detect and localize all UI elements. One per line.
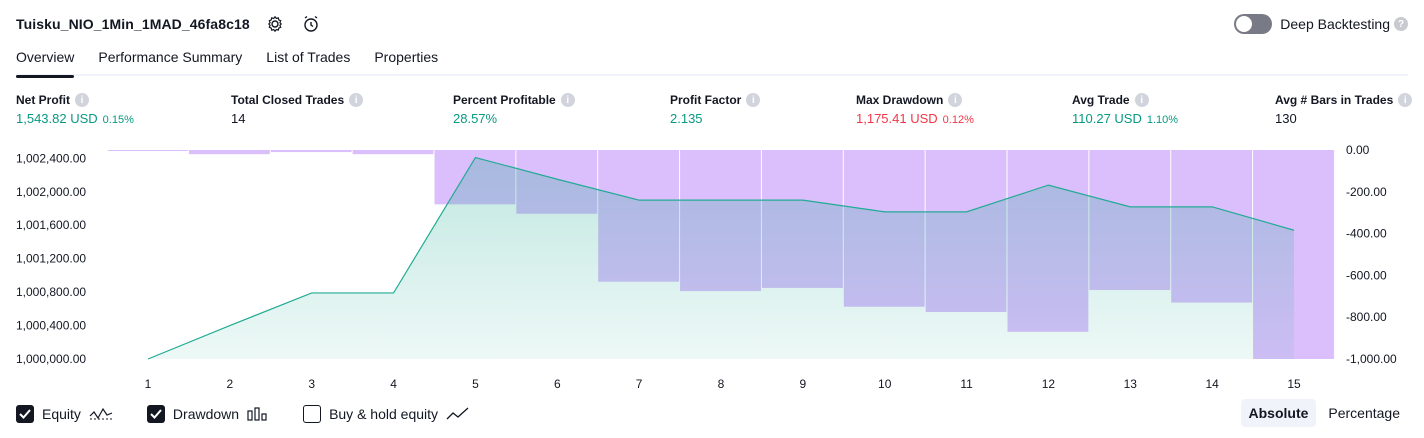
drawdown-bar — [352, 150, 434, 155]
trend-line-icon — [446, 407, 470, 421]
metric-value: 14 — [231, 111, 246, 126]
metric-percent: 1.10% — [1146, 114, 1179, 126]
x-axis-tick-label: 1 — [145, 377, 152, 391]
right-axis-tick-label: -200.00 — [1346, 185, 1387, 199]
tab-properties[interactable]: Properties — [374, 49, 439, 65]
chart-legend: Equity Drawdown Buy & hold equity — [16, 404, 504, 424]
legend-label: Drawdown — [172, 406, 240, 422]
left-axis-tick-label: 1,001,600.00 — [16, 218, 86, 232]
tab-overview[interactable]: Overview — [16, 44, 75, 78]
toggle-knob — [1236, 16, 1253, 32]
strategy-title: Tuisku_NIO_1Min_1MAD_46fa8c18 — [16, 16, 250, 32]
info-icon[interactable]: i — [1134, 93, 1149, 107]
right-axis-tick-label: -800.00 — [1346, 310, 1387, 324]
metric-value: 1,543.82 USD — [16, 111, 98, 126]
drawdown-bars-icon — [247, 407, 269, 421]
metric-value: 130 — [1275, 111, 1297, 126]
legend-equity[interactable]: Equity — [16, 405, 113, 423]
alarm-clock-icon[interactable] — [300, 13, 322, 35]
x-axis-tick-label: 5 — [472, 377, 479, 391]
metric-label: Profit Factor — [670, 93, 742, 107]
x-axis-tick-label: 13 — [1124, 377, 1138, 391]
strategy-header: Tuisku_NIO_1Min_1MAD_46fa8c18 — [16, 12, 322, 36]
left-axis-tick-label: 1,002,400.00 — [16, 151, 86, 165]
x-axis-tick-label: 7 — [636, 377, 643, 391]
left-axis-tick-label: 1,000,400.00 — [16, 319, 86, 333]
metric-avg-bars-in-trades: Avg # Bars in Trades i 130 — [1275, 93, 1413, 126]
metric-label: Max Drawdown — [856, 93, 944, 107]
metric-label: Percent Profitable — [453, 93, 556, 107]
x-axis-tick-label: 4 — [390, 377, 397, 391]
metric-label: Total Closed Trades — [231, 93, 345, 107]
info-icon[interactable]: i — [746, 93, 761, 107]
metric-total-closed-trades: Total Closed Trades i 14 — [231, 93, 364, 126]
right-axis-tick-label: -1,000.00 — [1346, 352, 1397, 366]
metric-label: Avg # Bars in Trades — [1275, 93, 1394, 107]
left-axis-tick-label: 1,000,800.00 — [16, 285, 86, 299]
metric-net-profit: Net Profit i 1,543.82 USD 0.15% — [16, 93, 134, 126]
metric-percent: 0.12% — [942, 114, 974, 126]
equity-drawdown-chart[interactable]: 1,000,000.00 1,000,400.00 1,000,800.00 1,00… — [0, 140, 1424, 398]
info-icon[interactable]: i — [349, 93, 364, 107]
scale-mode-switch: Absolute Percentage — [1237, 399, 1409, 427]
deep-backtesting-label: Deep Backtesting — [1280, 16, 1390, 32]
legend-label: Equity — [42, 406, 81, 422]
metric-label: Avg Trade — [1072, 93, 1130, 107]
equity-checkbox[interactable] — [16, 405, 34, 423]
help-icon[interactable]: ? — [1394, 17, 1408, 31]
drawdown-bar — [108, 150, 188, 151]
drawdown-bar — [270, 150, 352, 153]
right-axis-tick-label: -600.00 — [1346, 268, 1387, 282]
x-axis-tick-label: 11 — [960, 377, 973, 391]
right-axis-tick-label: -400.00 — [1346, 227, 1387, 241]
legend-label: Buy & hold equity — [329, 406, 439, 422]
left-axis-tick-label: 1,002,000.00 — [16, 185, 86, 199]
x-axis-tick-label: 12 — [1042, 377, 1056, 391]
x-axis-tick-label: 14 — [1205, 377, 1219, 391]
x-axis-tick-label: 15 — [1287, 377, 1301, 391]
metric-avg-trade: Avg Trade i 110.27 USD 1.10% — [1072, 93, 1178, 126]
info-icon[interactable]: i — [560, 93, 575, 107]
legend-buy-hold-equity[interactable]: Buy & hold equity — [303, 405, 470, 423]
info-icon[interactable]: i — [75, 93, 89, 107]
deep-backtesting-control: Deep Backtesting ? — [1234, 12, 1408, 36]
metric-value: 2.135 — [670, 111, 703, 126]
report-tabs: Overview Performance Summary List of Tra… — [16, 44, 1408, 78]
metric-max-drawdown: Max Drawdown i 1,175.41 USD 0.12% — [856, 93, 974, 126]
x-axis-tick-label: 8 — [718, 377, 725, 391]
tab-performance-summary[interactable]: Performance Summary — [98, 49, 243, 65]
deep-backtesting-toggle[interactable] — [1234, 14, 1273, 34]
buy-hold-checkbox[interactable] — [303, 405, 322, 423]
metric-profit-factor: Profit Factor i 2.135 — [670, 93, 761, 126]
left-axis-tick-label: 1,001,200.00 — [16, 252, 86, 266]
x-axis-tick-label: 3 — [308, 377, 315, 391]
x-axis-tick-label: 6 — [554, 377, 561, 391]
mode-absolute-button[interactable]: Absolute — [1240, 399, 1317, 427]
metric-percent: 0.15% — [102, 114, 134, 126]
info-icon[interactable]: i — [948, 93, 963, 107]
equity-area — [148, 157, 1294, 359]
mode-percentage-button[interactable]: Percentage — [1328, 405, 1400, 421]
metric-percent-profitable: Percent Profitable i 28.57% — [453, 93, 575, 126]
metric-value: 1,175.41 USD — [856, 111, 938, 126]
drawdown-bar — [188, 150, 270, 155]
metric-label: Net Profit — [16, 93, 70, 107]
x-axis-tick-label: 9 — [800, 377, 807, 391]
drawdown-checkbox[interactable] — [146, 405, 165, 423]
left-axis-tick-label: 1,000,000.00 — [16, 352, 86, 366]
x-axis-tick-label: 10 — [878, 377, 892, 391]
info-icon[interactable]: i — [1398, 93, 1413, 107]
x-axis-tick-label: 2 — [227, 377, 234, 391]
settings-gear-icon[interactable] — [264, 13, 286, 35]
right-axis-tick-label: 0.00 — [1346, 143, 1370, 157]
legend-drawdown[interactable]: Drawdown — [146, 405, 269, 423]
tab-list-of-trades[interactable]: List of Trades — [266, 49, 351, 65]
metric-value: 110.27 USD — [1072, 111, 1142, 126]
equity-wave-icon — [89, 407, 113, 421]
metric-value: 28.57% — [453, 111, 498, 126]
